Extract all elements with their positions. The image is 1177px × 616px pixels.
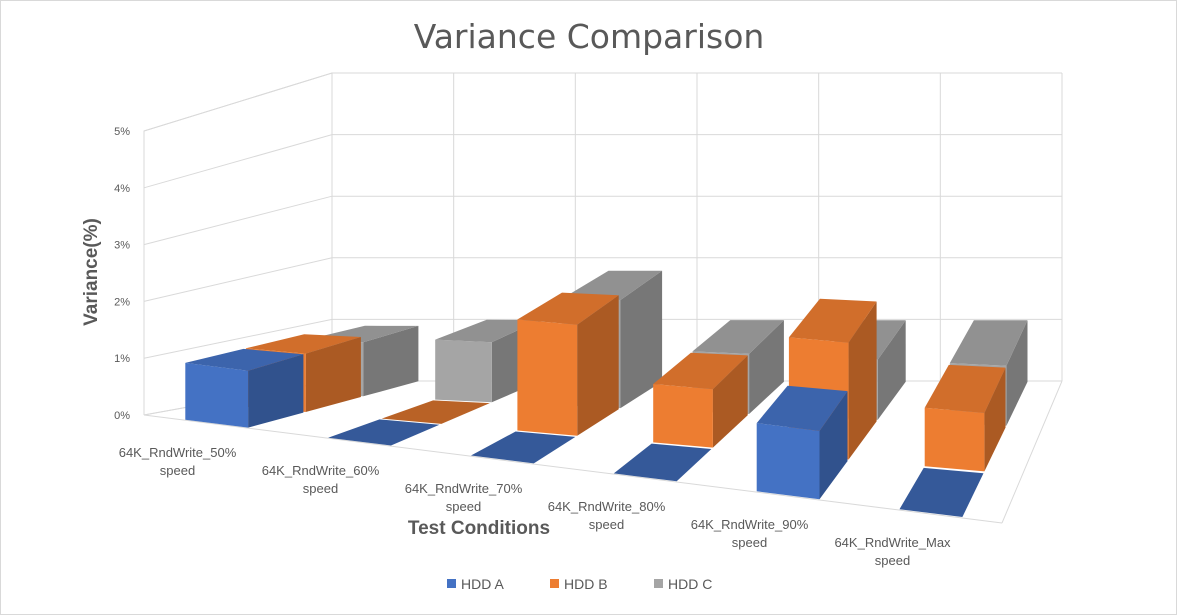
bar-side-face <box>877 320 906 420</box>
legend-item: HDD C <box>654 576 712 592</box>
legend-label: HDD C <box>668 576 712 592</box>
bar-top-face <box>471 431 576 464</box>
y-tick-label: 0% <box>114 410 130 422</box>
bar-front-face <box>924 407 985 472</box>
bar-top-face <box>435 319 541 343</box>
legend-swatch <box>654 579 663 588</box>
category-label-line: 64K_RndWrite_Max <box>834 535 951 550</box>
chart-title: Variance Comparison <box>414 17 765 56</box>
side-wall-edge <box>143 72 333 415</box>
bar-side-face <box>1006 320 1028 426</box>
category-label-line: speed <box>589 517 624 532</box>
bar-side-face <box>577 295 619 436</box>
bar-front-face <box>435 339 492 403</box>
y-tick-label: 4% <box>114 183 130 195</box>
bar-hdd-a <box>613 443 712 482</box>
bar-side-face <box>363 325 419 397</box>
legend: HDD A HDD B HDD C <box>447 576 712 592</box>
bar-side-face <box>712 355 748 448</box>
category-label-line: 64K_RndWrite_50% <box>119 445 237 460</box>
bar-side-face <box>305 337 361 412</box>
category-label: 64K_RndWrite_70%speed <box>405 481 523 514</box>
bar-side-face <box>248 354 304 428</box>
bar-side-face <box>620 270 663 409</box>
category-label-line: 64K_RndWrite_60% <box>262 463 380 478</box>
bars <box>185 270 1028 517</box>
floor-right-edge <box>1001 380 1063 524</box>
y-axis-title: Variance(%) <box>81 218 102 326</box>
gridline <box>143 134 1062 189</box>
category-labels: 64K_RndWrite_50% speed 64K_RndWrite_60% spe… <box>119 445 951 568</box>
bar-top-face <box>381 400 490 424</box>
bar-hdd-a <box>899 467 984 517</box>
category-label: 64K_RndWrite_80%speed <box>548 499 666 532</box>
category-label-line: speed <box>303 481 338 496</box>
bar-top-face <box>613 443 712 482</box>
category-label: 64K_RndWrite_50%speed <box>119 445 237 478</box>
category-label-line: 64K_RndWrite_90% <box>691 517 809 532</box>
bar-hdd-a <box>471 431 576 464</box>
legend-item: HDD B <box>550 576 608 592</box>
bar-hdd-b <box>653 352 748 448</box>
legend-label: HDD A <box>461 576 504 592</box>
bar-side-face <box>984 367 1006 472</box>
bar-top-face <box>756 385 848 431</box>
category-label-line: speed <box>446 499 481 514</box>
bar-hdd-a <box>756 385 848 500</box>
legend-label: HDD B <box>564 576 608 592</box>
bar-top-face <box>517 292 619 325</box>
bar-hdd-b <box>517 292 619 436</box>
bar-top-face <box>924 364 1006 413</box>
category-label-line: 64K_RndWrite_80% <box>548 499 666 514</box>
bar-front-face <box>185 362 249 428</box>
category-label-line: 64K_RndWrite_70% <box>405 481 523 496</box>
legend-swatch <box>550 579 559 588</box>
bar-hdd-b <box>381 400 490 424</box>
bar-front-face <box>756 423 820 500</box>
category-label: 64K_RndWrite_90%speed <box>691 517 809 550</box>
bar-top-face <box>949 320 1028 366</box>
legend-item: HDD A <box>447 576 504 592</box>
gridline <box>143 72 1062 132</box>
bar-top-face <box>185 348 304 371</box>
y-tick-label: 5% <box>114 126 130 138</box>
bar-top-face <box>788 298 877 343</box>
bar-front-face <box>653 384 713 448</box>
bar-side-face <box>749 320 784 414</box>
bar-top-face <box>245 334 361 354</box>
category-label: 64K_RndWrite_60%speed <box>262 463 380 496</box>
y-axis-ticks: 0% 1% 2% 3% 4% 5% <box>114 126 130 422</box>
gridline <box>143 195 1062 246</box>
bar-top-face <box>328 419 440 446</box>
bar-hdd-a <box>185 348 304 428</box>
bar-top-face <box>899 467 984 517</box>
bar-front-face <box>517 319 578 436</box>
bar-hdd-a <box>328 419 440 446</box>
category-label-line: speed <box>732 535 767 550</box>
category-label-line: speed <box>160 463 195 478</box>
bar-top-face <box>653 352 748 390</box>
bar-side-face <box>848 301 877 460</box>
legend-swatch <box>447 579 456 588</box>
y-tick-label: 2% <box>114 296 130 308</box>
bar-top-face <box>692 320 784 354</box>
bar-side-face <box>819 391 848 500</box>
x-axis-title: Test Conditions <box>408 518 550 539</box>
category-label-line: speed <box>875 553 910 568</box>
floor-front-edge <box>143 414 1003 524</box>
bar-top-face <box>563 270 663 300</box>
y-tick-label: 3% <box>114 240 130 252</box>
bar-hdd-b <box>924 364 1006 472</box>
y-tick-label: 1% <box>114 353 130 365</box>
